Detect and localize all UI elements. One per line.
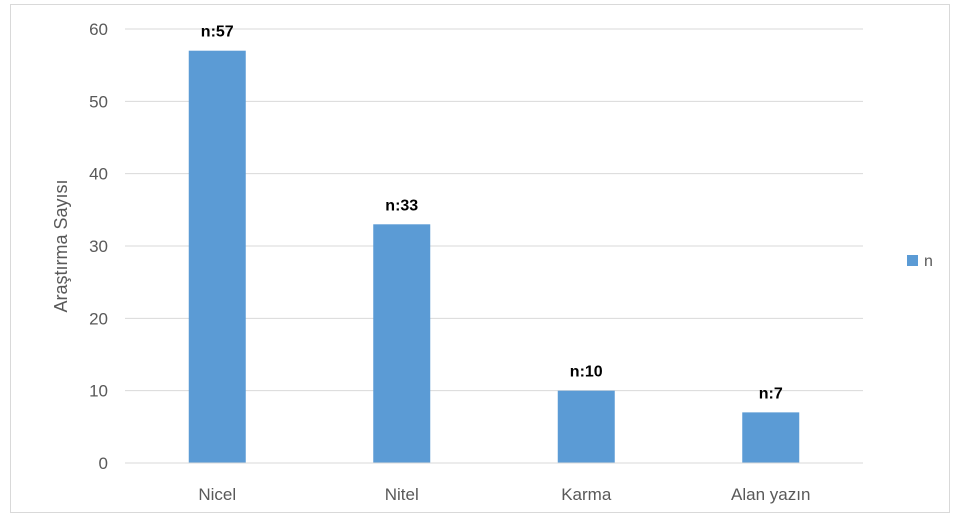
bar-nitel [373, 224, 431, 463]
bar-karma [557, 390, 615, 463]
y-axis-title: Araştırma Sayısı [51, 179, 71, 312]
y-axis-ticks: 0 10 20 30 40 50 60 [89, 20, 108, 473]
y-tick-label: 20 [89, 309, 108, 328]
data-labels: n:57 n:33 n:10 n:7 [201, 24, 783, 403]
y-tick-label: 50 [89, 92, 108, 111]
x-tick-label: Nicel [198, 485, 236, 504]
data-label: n:10 [570, 364, 603, 381]
bars [188, 50, 800, 463]
data-label: n:33 [385, 197, 418, 214]
legend-swatch [907, 255, 918, 266]
y-tick-label: 10 [89, 382, 108, 401]
y-tick-label: 60 [89, 20, 108, 39]
legend-label: n [924, 253, 933, 270]
x-tick-label: Karma [561, 485, 612, 504]
bar-alan-yazın [742, 412, 800, 463]
x-axis-ticks: Nicel Nitel Karma Alan yazın [198, 485, 810, 504]
data-label: n:57 [201, 24, 234, 41]
x-tick-label: Nitel [385, 485, 419, 504]
data-label: n:7 [759, 385, 783, 402]
bar-nicel [188, 50, 246, 463]
y-tick-label: 0 [99, 454, 108, 473]
gridlines [125, 28, 863, 392]
legend: n [907, 253, 933, 270]
x-tick-label: Alan yazın [731, 485, 810, 504]
y-tick-label: 40 [89, 165, 108, 184]
y-tick-label: 30 [89, 237, 108, 256]
